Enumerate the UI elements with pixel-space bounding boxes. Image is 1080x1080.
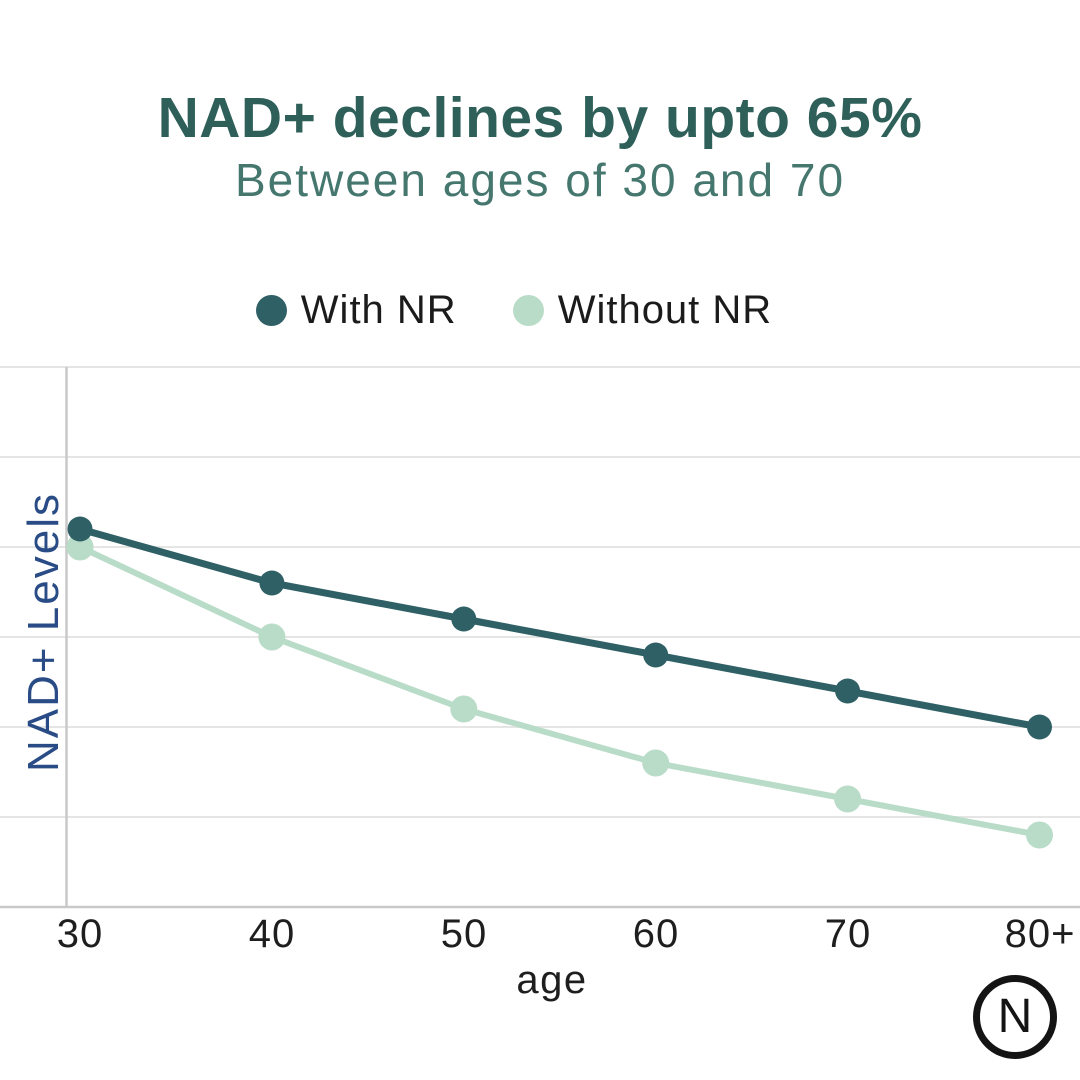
x-tick-30: 30 bbox=[56, 912, 104, 956]
logo-letter-n: N bbox=[997, 990, 1033, 1043]
x-tick-60: 60 bbox=[632, 912, 680, 956]
x-tick-70: 70 bbox=[824, 912, 872, 956]
x-axis-label: age bbox=[516, 958, 588, 1002]
legend-dot-with-nr-icon bbox=[255, 295, 287, 326]
header: NAD+ declines by upto 65% Between ages o… bbox=[0, 86, 1080, 206]
legend: With NR Without NR bbox=[0, 288, 1054, 333]
legend-item-without-nr: Without NR bbox=[512, 288, 773, 333]
x-tick-80plus: 80+ bbox=[1004, 912, 1076, 956]
brand-logo: N bbox=[973, 975, 1057, 1059]
x-tick-40: 40 bbox=[248, 912, 296, 956]
chart-subtitle: Between ages of 30 and 70 bbox=[234, 153, 846, 206]
y-axis-label: NAD+ Levels bbox=[19, 491, 68, 773]
chart-title: NAD+ declines by upto 65% bbox=[157, 86, 923, 150]
x-tick-50: 50 bbox=[440, 912, 488, 956]
legend-label-without-nr: Without NR bbox=[557, 288, 773, 332]
legend-item-with-nr: With NR bbox=[255, 288, 457, 333]
legend-label-with-nr: With NR bbox=[300, 288, 457, 332]
legend-dot-without-nr-icon bbox=[512, 295, 544, 326]
